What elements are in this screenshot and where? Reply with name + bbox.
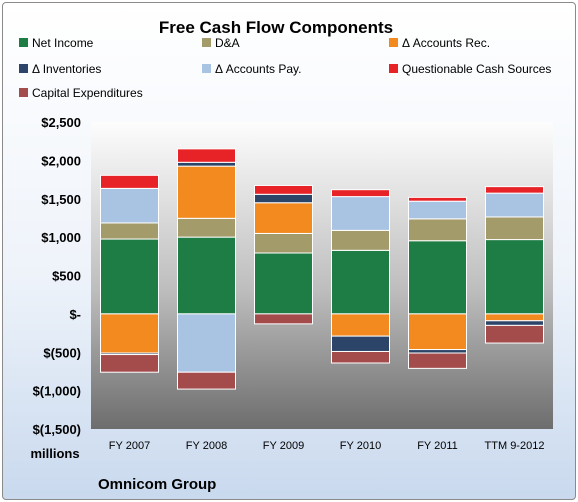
legend-label: D&A	[215, 36, 240, 50]
x-tick-label: FY 2008	[186, 440, 227, 452]
bar-segment	[408, 200, 467, 220]
bar-segment	[485, 216, 544, 241]
bar-segment	[408, 196, 467, 202]
x-tick-label: FY 2009	[263, 440, 304, 452]
bar-segment	[408, 313, 467, 351]
bar-segment	[331, 229, 390, 251]
plot-area	[91, 122, 553, 429]
x-tick-label: FY 2010	[340, 440, 381, 452]
y-tick-label: $-	[69, 307, 81, 322]
y-tick-label: $500	[52, 269, 81, 284]
bar-segment	[254, 193, 313, 204]
bar-segment	[331, 335, 390, 352]
legend-swatch	[389, 64, 398, 73]
bar-segment	[331, 189, 390, 198]
y-tick-label: $(1,500)	[33, 422, 81, 437]
x-tick-label: FY 2007	[109, 440, 150, 452]
legend-swatch	[19, 64, 28, 73]
bar-segment	[100, 187, 159, 224]
x-tick-label: FY 2011	[417, 440, 458, 452]
y-tick-label: $2,500	[41, 115, 81, 130]
y-axis-unit-label: millions	[30, 446, 79, 461]
bar-segment	[408, 349, 467, 354]
y-tick-label: $1,000	[41, 230, 81, 245]
bar-segment	[177, 148, 236, 163]
legend-swatch	[19, 38, 28, 47]
legend-swatch	[202, 64, 211, 73]
bar-segment	[485, 313, 544, 322]
bar-segment	[177, 217, 236, 238]
bar-segment	[254, 313, 313, 325]
bar-segment	[331, 350, 390, 364]
bar-segment	[100, 222, 159, 240]
bar-segment	[177, 371, 236, 390]
bar-segment	[100, 174, 159, 189]
legend-swatch	[202, 38, 211, 47]
y-tick-label: $2,000	[41, 153, 81, 168]
chart-title: Free Cash Flow Components	[159, 18, 393, 37]
legend-label: Δ Inventories	[32, 62, 101, 76]
bar-segment	[485, 192, 544, 218]
bar-segment	[254, 202, 313, 234]
bar-segment	[177, 165, 236, 219]
bar-segment	[485, 186, 544, 194]
legend-label: Net Income	[32, 36, 94, 50]
y-tick-label: $(1,000)	[33, 384, 81, 399]
bar-segment	[408, 240, 467, 315]
bar-segment	[177, 236, 236, 315]
y-axis: $2,500 $2,000 $1,500 $1,000 $500 $- $(500) $(1,…	[33, 115, 81, 437]
x-tick-label: TTM 9-2012	[485, 440, 545, 452]
bar-segment	[408, 218, 467, 242]
bar-segment	[485, 324, 544, 344]
bar-segment	[100, 238, 159, 315]
bar-segment	[331, 249, 390, 315]
bar-segment	[254, 252, 313, 315]
legend-label: Questionable Cash Sources	[402, 62, 551, 76]
chart: Free Cash Flow Components Net Income D&A Δ…	[19, 18, 553, 493]
bar-segment	[485, 239, 544, 315]
bar-segment	[408, 352, 467, 369]
bar-segment	[177, 313, 236, 373]
bar-segment	[177, 161, 236, 167]
bar-segment	[331, 196, 390, 231]
legend-label: Δ Accounts Pay.	[215, 62, 302, 76]
legend: Net Income D&A Δ Accounts Rec. Δ Inventorie…	[19, 36, 551, 100]
bar-segment	[254, 184, 313, 195]
bar-segment	[254, 232, 313, 254]
y-tick-label: $1,500	[41, 192, 81, 207]
y-tick-label: $(500)	[43, 345, 81, 360]
bar-segment	[331, 313, 390, 337]
x-axis: FY 2007 FY 2008 FY 2009 FY 2010 FY 2011 TTM 9…	[109, 440, 545, 452]
legend-swatch	[389, 38, 398, 47]
legend-swatch	[19, 88, 28, 97]
bar-segment	[100, 313, 159, 354]
legend-label: Capital Expenditures	[32, 86, 143, 100]
bar-segment	[485, 320, 544, 326]
legend-label: Δ Accounts Rec.	[402, 36, 490, 50]
bar-segment	[100, 354, 159, 373]
bars	[100, 148, 544, 390]
company-name: Omnicom Group	[98, 476, 216, 493]
